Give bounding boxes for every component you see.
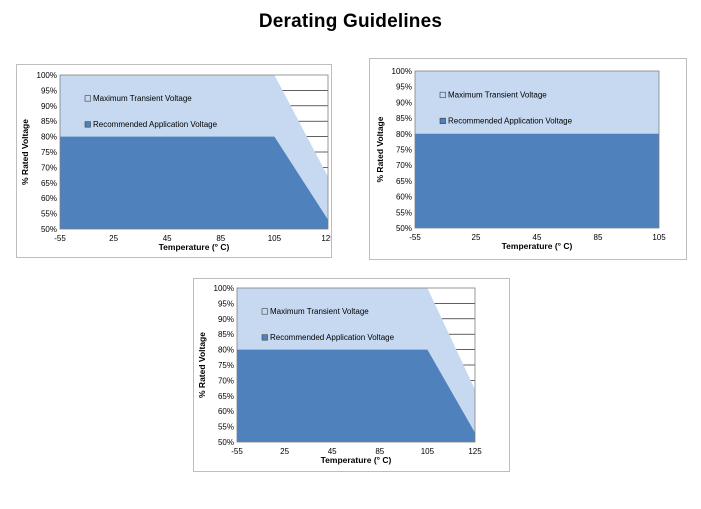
legend-swatch: [439, 91, 446, 98]
legend-swatch: [84, 95, 91, 102]
y-tick-label: 90%: [218, 315, 234, 324]
y-tick-label: 75%: [396, 146, 412, 155]
legend-label: Maximum Transient Voltage: [270, 307, 369, 316]
plot-border: [414, 70, 660, 229]
y-tick-label: 85%: [218, 330, 234, 339]
x-tick-label: 105: [421, 447, 435, 456]
y-tick-label: 80%: [218, 346, 234, 355]
chart-svg-bottom: 100% 95% 90% 85% 80% 75% 70% 65% 60% 55% 50%-55 25 4…: [197, 284, 482, 465]
x-tick-label: 45: [328, 447, 337, 456]
y-tick-label: 100%: [392, 67, 412, 76]
area-recommended-application-voltage: [60, 136, 328, 229]
y-tick-label: 65%: [41, 179, 57, 188]
legend-swatch: [261, 334, 268, 341]
page-title: Derating Guidelines: [258, 11, 443, 32]
x-tick-label: 85: [594, 233, 603, 242]
x-tick-label: 125: [468, 447, 482, 456]
area-recommended-application-voltage: [415, 133, 659, 228]
y-tick-label: 100%: [37, 71, 57, 80]
y-tick-label: 65%: [218, 392, 234, 401]
x-axis-title: Temperature (° C): [159, 242, 230, 252]
y-tick-label: 55%: [396, 208, 412, 217]
x-tick-label: 105: [652, 233, 666, 242]
y-tick-label: 95%: [41, 86, 57, 95]
x-tick-label: 25: [280, 447, 289, 456]
legend-swatch: [439, 117, 446, 124]
x-tick-label: 125: [321, 234, 331, 243]
y-tick-label: 60%: [218, 407, 234, 416]
legend-swatch: [84, 121, 91, 128]
y-tick-label: 65%: [396, 177, 412, 186]
x-tick-label: 45: [163, 234, 172, 243]
y-tick-label: 70%: [396, 161, 412, 170]
y-axis-title: % Rated Voltage: [197, 332, 207, 398]
x-tick-label: 85: [375, 447, 384, 456]
legend-label: Recommended Application Voltage: [270, 333, 395, 342]
y-tick-label: 50%: [396, 224, 412, 233]
y-axis-title: % Rated Voltage: [375, 116, 385, 182]
y-tick-label: 75%: [41, 148, 57, 157]
y-tick-label: 85%: [396, 114, 412, 123]
legend-label: Maximum Transient Voltage: [93, 94, 192, 103]
y-tick-label: 55%: [218, 423, 234, 432]
chart-svg-top-right: 100% 95% 90% 85% 80% 75% 70% 65% 60% 55% 50%-55 25 4…: [375, 67, 666, 251]
x-tick-label: -55: [54, 234, 66, 243]
y-axis-title: % Rated Voltage: [20, 119, 30, 185]
legend-label: Recommended Application Voltage: [93, 120, 218, 129]
legend-label: Maximum Transient Voltage: [448, 91, 547, 100]
y-tick-label: 100%: [214, 284, 234, 293]
legend-label: Recommended Application Voltage: [448, 117, 573, 126]
y-tick-label: 90%: [396, 98, 412, 107]
x-tick-label: -55: [409, 233, 421, 242]
y-tick-label: 90%: [41, 102, 57, 111]
area-recommended-application-voltage: [237, 349, 475, 442]
plot-border: [59, 74, 329, 230]
y-tick-label: 60%: [41, 194, 57, 203]
y-tick-label: 50%: [218, 438, 234, 447]
y-tick-label: 95%: [218, 299, 234, 308]
y-tick-label: 80%: [396, 130, 412, 139]
x-tick-label: 45: [533, 233, 542, 242]
y-tick-label: 95%: [396, 83, 412, 92]
chart-panel-top-right: 100% 95% 90% 85% 80% 75% 70% 65% 60% 55% 50% -55 25 4…: [369, 58, 687, 260]
x-axis-title: Temperature (° C): [321, 455, 392, 465]
x-tick-label: 25: [109, 234, 118, 243]
chart-svg-top-left: 100% 95% 90% 85% 80% 75% 70% 65% 60% 55% 50%-55 25 4…: [20, 71, 331, 252]
x-axis-title: Temperature (° C): [502, 241, 573, 251]
x-tick-label: 85: [216, 234, 225, 243]
y-tick-label: 80%: [41, 133, 57, 142]
y-tick-label: 85%: [41, 117, 57, 126]
chart-panel-top-left: 100% 95% 90% 85% 80% 75% 70% 65% 60% 55% 50% -55 25 4…: [16, 64, 332, 258]
y-tick-label: 50%: [41, 225, 57, 234]
chart-panel-bottom: 100% 95% 90% 85% 80% 75% 70% 65% 60% 55% 50% -55 25 4…: [193, 278, 510, 472]
plot-border: [236, 287, 476, 443]
x-tick-label: -55: [231, 447, 243, 456]
y-tick-label: 70%: [41, 163, 57, 172]
y-tick-label: 55%: [41, 210, 57, 219]
x-tick-label: 25: [472, 233, 481, 242]
y-tick-label: 70%: [218, 376, 234, 385]
x-tick-label: 105: [268, 234, 282, 243]
y-tick-label: 60%: [396, 193, 412, 202]
y-tick-label: 75%: [218, 361, 234, 370]
legend-swatch: [261, 308, 268, 315]
